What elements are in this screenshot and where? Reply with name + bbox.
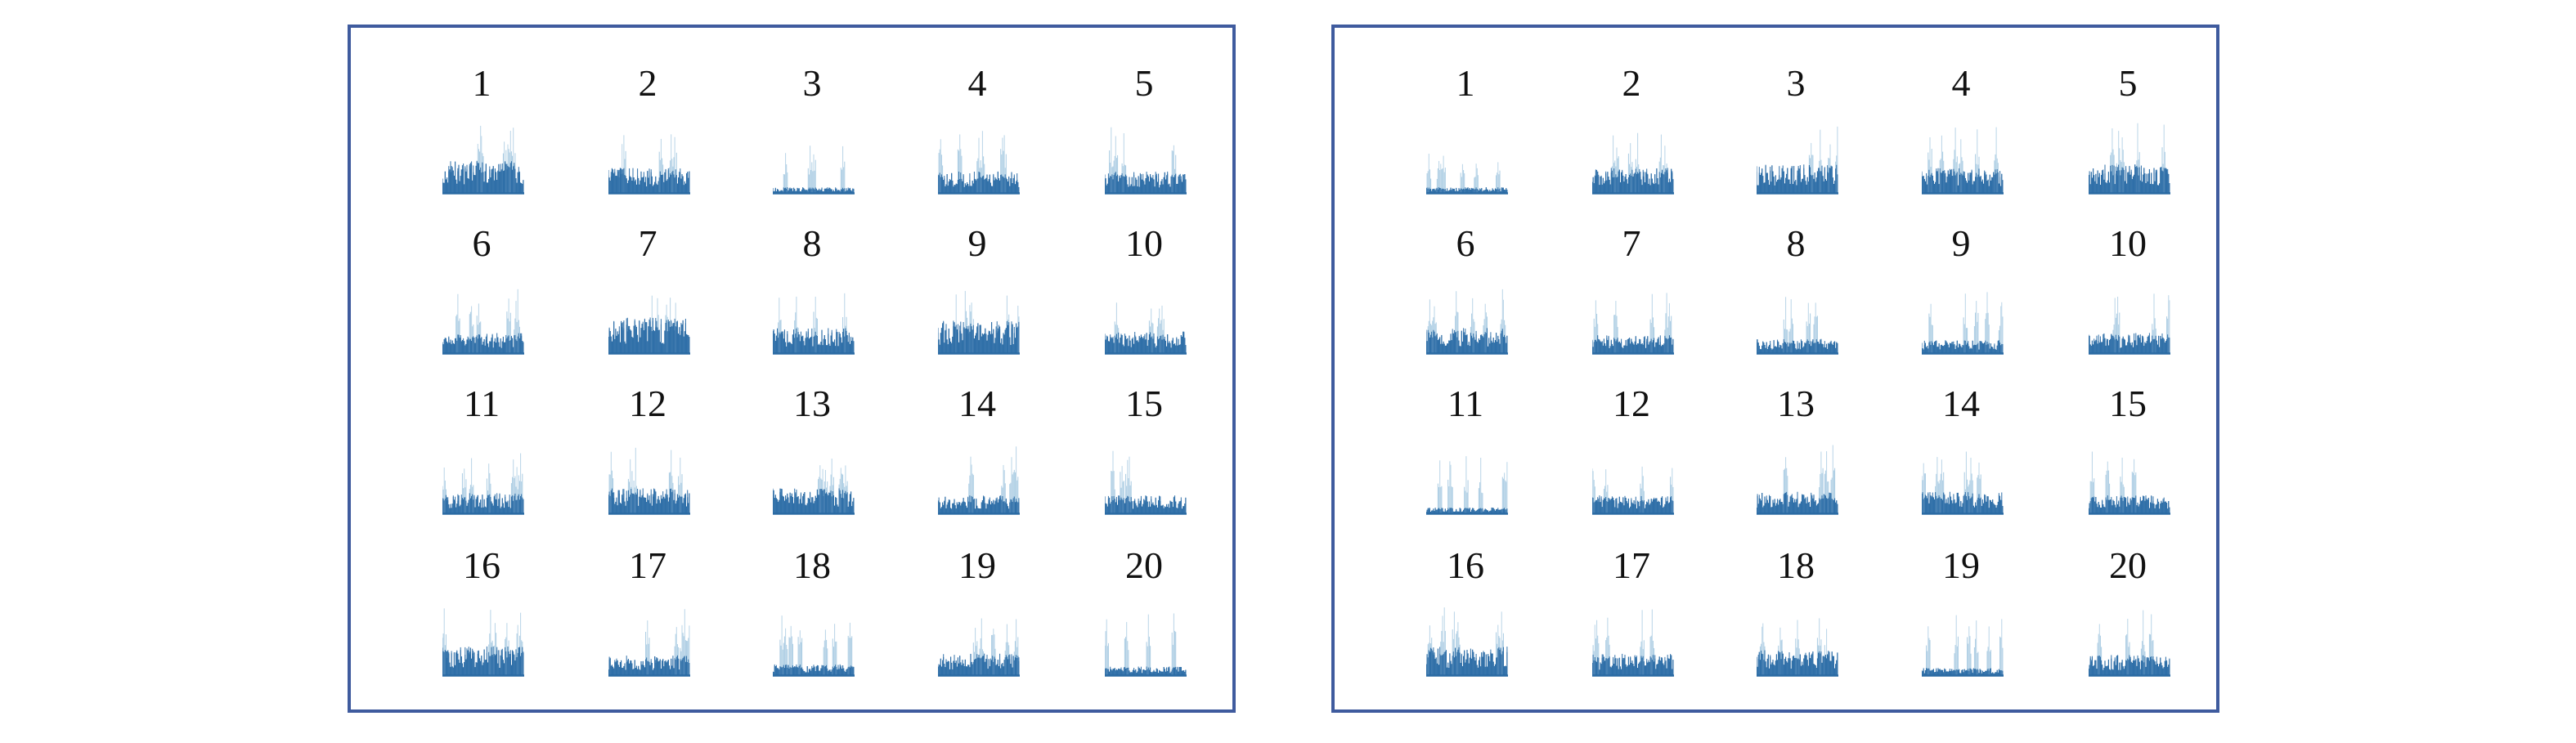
small-multiple: 15 (1079, 376, 1209, 531)
small-multiple: 2 (582, 56, 713, 211)
small-multiple-label: 7 (1622, 222, 1641, 264)
small-multiple-label: 6 (1456, 222, 1475, 264)
small-multiple-label: 11 (463, 383, 500, 424)
small-multiple-label: 3 (802, 62, 822, 104)
small-multiple-label: 19 (958, 544, 996, 586)
small-multiple: 16 (416, 538, 547, 693)
small-multiple: 1 (416, 56, 547, 211)
spike-sparkline (1757, 126, 1838, 195)
spike-sparkline (1105, 302, 1187, 355)
small-multiple-label: 7 (638, 222, 657, 264)
small-multiple: 6 (1400, 216, 1531, 371)
small-multiple-label: 1 (472, 62, 491, 104)
spike-sparkline (1426, 154, 1508, 195)
small-multiple: 4 (912, 56, 1043, 211)
spike-sparkline (938, 290, 1020, 355)
spike-sparkline (442, 289, 524, 355)
small-multiple-label: 10 (1125, 222, 1163, 264)
spike-sparkline (442, 608, 524, 677)
spike-sparkline (773, 459, 855, 515)
spike-sparkline (1105, 450, 1187, 515)
spike-sparkline (1922, 127, 2004, 195)
small-multiple-label: 6 (472, 222, 491, 264)
small-multiple: 2 (1566, 56, 1697, 211)
spike-sparkline (1592, 132, 1674, 195)
small-multiple-label: 2 (1622, 62, 1641, 104)
small-multiple: 12 (582, 376, 713, 531)
small-multiple-label: 3 (1786, 62, 1806, 104)
small-multiple: 3 (1730, 56, 1861, 211)
small-multiple-label: 4 (967, 62, 987, 104)
small-multiple: 6 (416, 216, 547, 371)
spike-sparkline (442, 453, 524, 515)
spike-sparkline (608, 295, 690, 355)
small-multiple: 10 (1079, 216, 1209, 371)
small-multiple-label: 15 (1125, 383, 1163, 424)
small-multiple-label: 4 (1951, 62, 1971, 104)
small-multiple: 5 (1079, 56, 1209, 211)
spike-sparkline (938, 131, 1020, 195)
small-multiple-label: 5 (1134, 62, 1154, 104)
small-multiple: 8 (1730, 216, 1861, 371)
spike-sparkline (938, 446, 1020, 515)
small-multiple-label: 17 (629, 544, 666, 586)
small-multiple-label: 13 (793, 383, 831, 424)
small-multiple: 17 (582, 538, 713, 693)
small-multiple-label: 9 (967, 222, 987, 264)
small-multiple: 14 (912, 376, 1043, 531)
small-multiple: 19 (912, 538, 1043, 693)
small-multiple: 8 (747, 216, 877, 371)
right-panel: 1 2 3 4 5 6 7 8 9 10 11 12 13 14 15 16 17 18 19 20 (1331, 25, 2219, 713)
small-multiple: 20 (1079, 538, 1209, 693)
small-multiple: 11 (416, 376, 547, 531)
small-multiple-label: 5 (2118, 62, 2138, 104)
spike-sparkline (608, 609, 690, 677)
spike-sparkline (608, 447, 690, 515)
spike-sparkline (773, 145, 855, 195)
small-multiple: 1 (1400, 56, 1531, 211)
spike-sparkline (773, 615, 855, 677)
small-multiple: 4 (1896, 56, 2026, 211)
small-multiple-label: 1 (1456, 62, 1475, 104)
small-multiple-label: 2 (638, 62, 657, 104)
small-multiple: 7 (1566, 216, 1697, 371)
small-multiple: 5 (2062, 56, 2193, 211)
spike-sparkline (442, 125, 524, 195)
small-multiple-label: 14 (958, 383, 996, 424)
spike-sparkline (1105, 613, 1187, 677)
small-multiple-label: 20 (1125, 544, 1163, 586)
spike-sparkline (2089, 123, 2170, 195)
spike-sparkline (1757, 297, 1838, 355)
small-multiple-label: 16 (463, 544, 500, 586)
left-panel: 1 2 3 4 5 6 7 8 9 10 11 12 13 14 15 16 17 18 19 20 (348, 25, 1236, 713)
small-multiple-label: 18 (793, 544, 831, 586)
small-multiple-label: 8 (802, 222, 822, 264)
spike-sparkline (938, 618, 1020, 677)
small-multiple-label: 12 (629, 383, 666, 424)
spike-sparkline (1426, 289, 1508, 355)
small-multiple: 3 (747, 56, 877, 211)
small-multiple: 13 (747, 376, 877, 531)
small-multiple: 9 (912, 216, 1043, 371)
small-multiple-label: 8 (1786, 222, 1806, 264)
spike-sparkline (608, 134, 690, 195)
spike-sparkline (773, 293, 855, 355)
small-multiple: 7 (582, 216, 713, 371)
spike-sparkline (1105, 127, 1187, 195)
spike-sparkline (1592, 293, 1674, 355)
small-multiple: 18 (747, 538, 877, 693)
